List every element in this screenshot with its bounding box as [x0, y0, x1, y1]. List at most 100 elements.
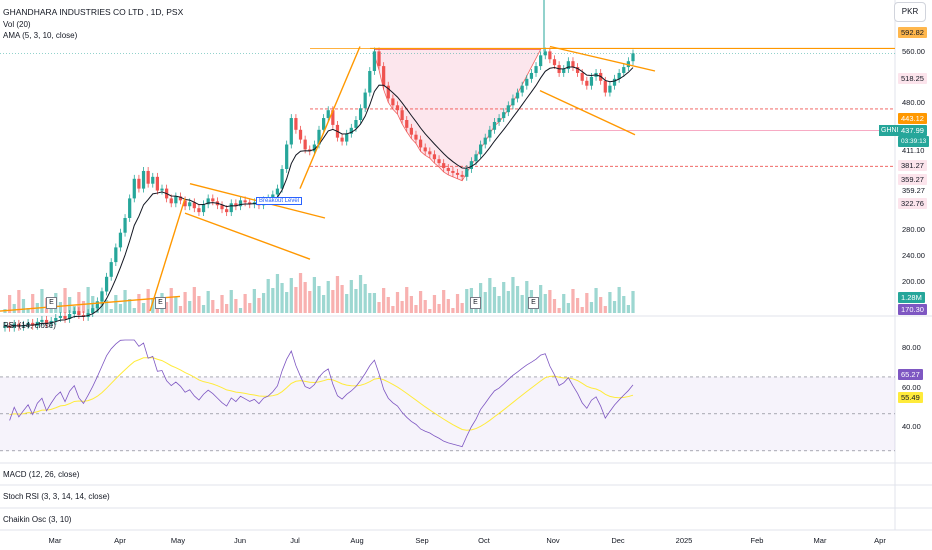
candle-body [354, 120, 358, 128]
volume-bar [114, 295, 118, 313]
macd-pane-label[interactable]: MACD (12, 26, close) [3, 470, 80, 479]
candle-body [141, 170, 146, 189]
candle-body [169, 198, 173, 204]
candle-body [238, 200, 243, 207]
volume-bar [525, 281, 529, 313]
x-axis-label: Jul [290, 536, 300, 545]
indicator-ama-label[interactable]: AMA (5, 3, 10, close) [3, 31, 78, 40]
volume-bar [345, 294, 349, 313]
volume-bar [437, 304, 441, 313]
volume-bar [589, 302, 594, 313]
candle-body [206, 198, 210, 205]
volume-ma-tag: 170.30 [898, 304, 927, 315]
candle-body [469, 161, 473, 169]
volume-bar [86, 287, 90, 313]
earnings-marker[interactable]: E [155, 297, 166, 309]
volume-bar [552, 299, 557, 313]
volume-bar [128, 299, 132, 313]
volume-bar [132, 308, 136, 313]
candle-body [395, 105, 400, 111]
volume-bar [192, 287, 196, 313]
candle-body [72, 311, 76, 315]
volume-bar [612, 301, 617, 313]
volume-bar [571, 289, 575, 313]
volume-bar [594, 288, 598, 313]
price-pane [0, 0, 895, 332]
trend-line [299, 46, 361, 189]
volume-bar [580, 307, 584, 313]
volume-bar [188, 301, 192, 313]
candle-body [492, 121, 497, 130]
candle-body [529, 72, 534, 79]
stoch-pane-label[interactable]: Stoch RSI (3, 3, 14, 14, close) [3, 492, 110, 501]
candle-body [303, 139, 307, 150]
candle-body [68, 314, 72, 319]
symbol-tag: GHNI [879, 125, 901, 136]
volume-bar [451, 308, 455, 313]
candle-body [271, 194, 275, 199]
candle-body [280, 169, 284, 189]
volume-bar [395, 292, 400, 313]
x-axis-label: Aug [350, 536, 364, 545]
volume-bar [17, 290, 21, 313]
price-axis-label: 280.00 [902, 225, 925, 234]
breakout-annotation[interactable]: Breakout Level [256, 197, 303, 205]
volume-bar [566, 303, 570, 313]
indicator-vol-label[interactable]: Vol (20) [3, 20, 31, 29]
candle-body [539, 55, 543, 67]
candle-body [197, 208, 201, 213]
chaikin-pane-label[interactable]: Chaikin Osc (3, 10) [3, 515, 72, 524]
volume-bar [442, 290, 446, 313]
candle-body [543, 51, 547, 56]
rsi-pane-label[interactable]: RSI (14, close) [3, 321, 56, 330]
volume-bar [8, 295, 12, 313]
candle-body [455, 172, 460, 175]
volume-bar [368, 293, 372, 313]
volume-bar [252, 289, 256, 313]
price-tag: 592.82 [898, 27, 927, 38]
candle-body [372, 51, 377, 71]
price-axis-label: 359.27 [902, 186, 925, 195]
earnings-marker[interactable]: E [46, 297, 57, 309]
candle-body [178, 196, 183, 201]
volume-bar [622, 296, 626, 313]
currency-button[interactable]: PKR [894, 2, 926, 22]
earnings-marker[interactable]: E [528, 297, 539, 309]
candle-body [451, 170, 455, 173]
volume-bar [169, 288, 173, 313]
trend-line [184, 212, 311, 260]
volume-bar [483, 292, 487, 313]
trend-line [0, 295, 181, 312]
candle-body [174, 196, 178, 204]
candle-body [622, 67, 626, 73]
rsi-axis-label: 40.00 [902, 422, 921, 431]
volume-bar [492, 287, 497, 313]
volume-bar [382, 288, 386, 313]
candle-body [243, 200, 247, 203]
volume-bar [497, 296, 501, 313]
candle-body [234, 203, 238, 207]
volume-bar [603, 306, 607, 313]
price-axis-label: 560.00 [902, 47, 925, 56]
volume-bar [40, 289, 44, 313]
candle-body [432, 154, 437, 160]
volume-bar [146, 289, 150, 313]
earnings-marker[interactable]: E [470, 297, 481, 309]
volume-bar [317, 286, 321, 313]
candle-body [285, 144, 289, 169]
volume-bar [322, 295, 326, 313]
x-axis-label: Feb [750, 536, 764, 545]
candle-body [437, 159, 441, 164]
candle-body [345, 133, 349, 142]
candle-body [580, 72, 584, 81]
candle-body [58, 316, 63, 318]
candle-body [418, 139, 423, 148]
x-axis-label: Apr [874, 536, 886, 545]
volume-bar [585, 293, 589, 313]
volume-bar [31, 294, 35, 313]
volume-bar [446, 299, 450, 313]
candle-body [248, 202, 252, 205]
candle-body [382, 66, 386, 86]
candle-body [3, 325, 7, 328]
